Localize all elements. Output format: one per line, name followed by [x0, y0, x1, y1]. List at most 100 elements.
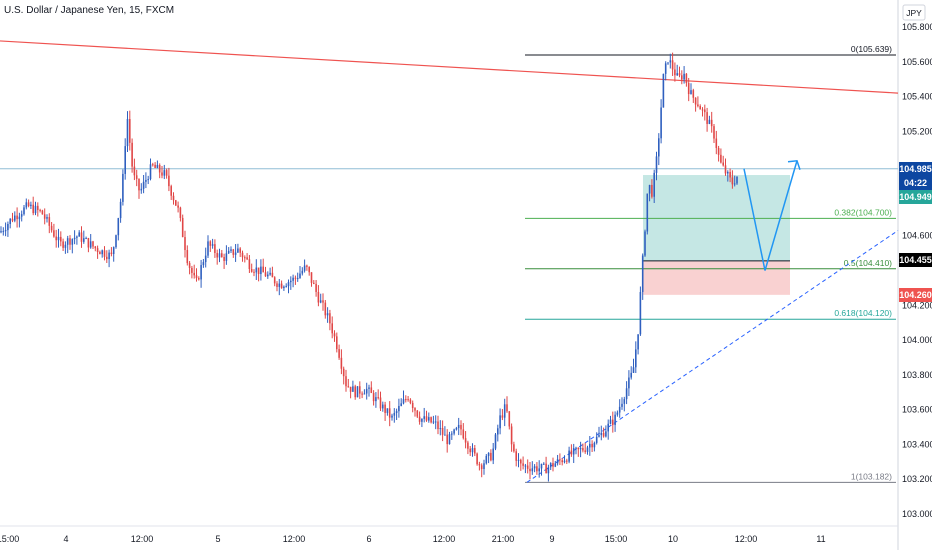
candle-body: [492, 448, 494, 461]
candle-body: [625, 388, 628, 400]
candle-body: [717, 147, 720, 155]
candle-body: [48, 217, 51, 226]
candle-body: [430, 417, 432, 423]
candle-body: [365, 388, 368, 394]
candle-body: [710, 119, 713, 127]
candle-body: [600, 432, 603, 436]
candle-body: [290, 280, 292, 283]
candle-body: [602, 432, 605, 437]
candle-body: [181, 217, 184, 238]
candle-body: [239, 248, 241, 253]
candle-body: [168, 175, 170, 187]
price-axis[interactable]: 105.800 105.600 105.400 105.200 104.600 104.2…: [902, 22, 932, 519]
fibonacci-retracement[interactable]: 0(105.639) 0.382(104.700) 0.5(104.410) 0.61…: [525, 44, 896, 483]
candle-body: [66, 238, 69, 245]
candle-body: [207, 241, 209, 256]
candle-body: [393, 412, 396, 416]
candle-body: [142, 181, 145, 189]
candle-body: [313, 282, 315, 284]
candle-body: [503, 404, 506, 418]
candle-body: [674, 69, 676, 76]
time-tick-label: 10: [668, 534, 678, 544]
candle-body: [112, 247, 115, 255]
candle-body: [260, 266, 262, 275]
candle-body: [89, 241, 92, 248]
price-tick-label: 103.200: [902, 474, 932, 484]
price-tick-label: 105.600: [902, 57, 932, 67]
candle-body: [651, 184, 653, 197]
candle-body: [607, 423, 609, 432]
time-axis[interactable]: 15:00 4 12:00 5 12:00 6 12:00 21:00 9 15:00 10 12:0…: [0, 534, 826, 544]
candle-body: [637, 334, 639, 350]
candle-body: [653, 172, 655, 197]
candle-body: [579, 448, 582, 450]
candle-body: [395, 411, 398, 413]
candle-body: [485, 455, 488, 464]
candle-body: [508, 411, 511, 427]
candle-body: [377, 397, 379, 399]
candle-body: [616, 412, 619, 415]
candle-body: [211, 244, 214, 246]
candle-body: [324, 302, 327, 316]
candle-body: [409, 399, 412, 403]
candle-body: [432, 421, 435, 423]
arrowhead-icon: [787, 159, 801, 170]
resistance-trendline[interactable]: [0, 40, 899, 94]
support-trendline[interactable]: [526, 230, 899, 483]
candle-body: [96, 248, 99, 253]
candle-body: [720, 154, 722, 163]
candle-body: [283, 286, 285, 289]
candle-body: [149, 164, 152, 180]
candle-body: [531, 468, 534, 472]
candle-body: [30, 204, 32, 206]
candle-body: [342, 368, 345, 377]
candle-body: [694, 97, 697, 105]
candle-body: [352, 386, 354, 392]
candle-body: [372, 392, 375, 402]
candle-body: [269, 272, 271, 275]
candle-body: [122, 173, 124, 202]
candle-body: [179, 207, 182, 218]
stop-zone[interactable]: [643, 260, 790, 295]
candle-body: [655, 156, 658, 173]
candle-body: [386, 408, 389, 413]
candle-body: [598, 435, 600, 437]
candle-body: [214, 244, 216, 253]
candle-body: [467, 442, 469, 449]
candle-body: [457, 424, 460, 429]
candle-body: [340, 357, 343, 369]
candle-body: [232, 249, 235, 255]
candle-body: [250, 269, 253, 272]
stop-zone-fill: [643, 260, 790, 295]
candle-body: [577, 447, 580, 450]
candle-body: [671, 60, 674, 70]
price-badge-label: 104.455: [899, 255, 932, 265]
candle-body: [713, 126, 715, 139]
candle-body: [418, 416, 421, 422]
candle-body: [280, 283, 283, 289]
candle-body: [0, 231, 2, 233]
candle-body: [257, 267, 260, 275]
candle-body: [273, 277, 276, 284]
candle-body: [264, 272, 267, 277]
candle-body: [276, 283, 278, 287]
price-tick-label: 103.800: [902, 370, 932, 380]
candle-body: [16, 215, 18, 220]
candle-body: [699, 106, 701, 110]
candle-body: [469, 448, 471, 453]
candle-body: [326, 313, 329, 316]
candle-body: [494, 434, 497, 449]
candle-body: [165, 170, 168, 176]
time-tick-label: 4: [63, 534, 68, 544]
projection-arrow[interactable]: [743, 160, 798, 271]
candle-body: [92, 241, 94, 247]
candle-body: [411, 402, 414, 409]
currency-box[interactable]: [902, 4, 926, 21]
candle-body: [515, 451, 517, 461]
time-tick-label: 6: [366, 534, 371, 544]
candle-body: [292, 277, 294, 281]
candle-body: [4, 230, 7, 232]
candle-body: [315, 283, 317, 292]
candle-body: [453, 429, 455, 434]
